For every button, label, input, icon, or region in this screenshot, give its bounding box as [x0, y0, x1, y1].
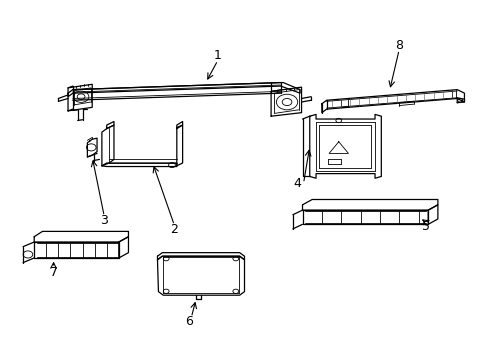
Text: 8: 8 [394, 39, 403, 52]
Text: 6: 6 [184, 315, 192, 328]
Text: 5: 5 [421, 220, 429, 233]
Text: 2: 2 [170, 223, 178, 236]
Text: 7: 7 [49, 266, 58, 279]
Text: 1: 1 [214, 49, 222, 62]
Text: 4: 4 [293, 177, 301, 190]
Text: 3: 3 [100, 214, 108, 227]
